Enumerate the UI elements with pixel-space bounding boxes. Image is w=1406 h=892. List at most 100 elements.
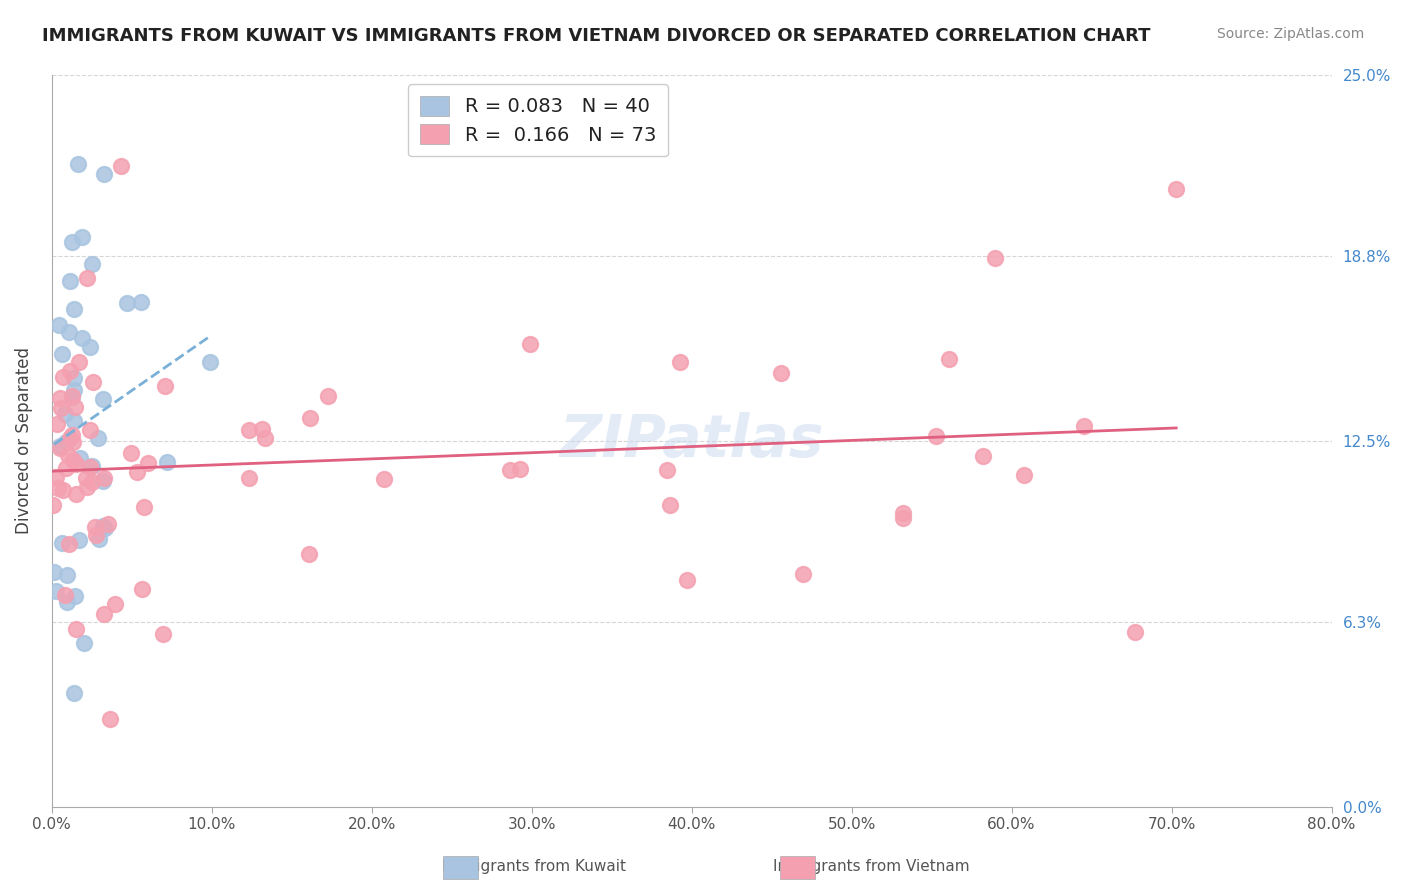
Point (46, 417, 69, 431)
Text: ZIPatlas: ZIPatlas (560, 412, 824, 469)
Point (67, 355, 90, 369)
Point (498, 463, 520, 477)
Point (134, 500, 156, 515)
Point (93, 167, 115, 181)
Point (52, 370, 75, 384)
Point (104, 597, 127, 611)
Point (67, 533, 90, 548)
Point (238, 471, 260, 485)
Point (53, 588, 76, 602)
Point (42, 498, 65, 512)
Point (75, 471, 97, 485)
Point (55, 568, 77, 582)
Text: IMMIGRANTS FROM KUWAIT VS IMMIGRANTS FROM VIETNAM DIVORCED OR SEPARATED CORRELAT: IMMIGRANTS FROM KUWAIT VS IMMIGRANTS FRO… (42, 27, 1150, 45)
Point (70, 230, 93, 244)
Point (1012, 468, 1035, 483)
Point (51, 347, 73, 361)
Point (252, 422, 274, 436)
Point (49, 401, 72, 415)
Point (63, 302, 86, 317)
Point (70, 331, 93, 345)
Point (93, 607, 115, 621)
Point (891, 506, 914, 520)
Point (136, 456, 159, 470)
Point (58, 537, 80, 551)
Point (59, 363, 82, 377)
Point (316, 389, 339, 403)
Point (198, 354, 221, 368)
Point (110, 159, 132, 173)
Point (51, 535, 73, 549)
Point (117, 295, 139, 310)
Point (48, 318, 70, 332)
Point (60, 389, 83, 403)
Point (63, 414, 86, 428)
Point (80, 459, 103, 474)
Point (73, 636, 96, 650)
Point (676, 573, 699, 587)
Point (509, 462, 531, 476)
Point (91, 475, 114, 489)
Point (52, 483, 75, 497)
Point (60, 235, 83, 249)
Point (84, 519, 107, 533)
Point (131, 582, 153, 596)
Point (93, 471, 115, 485)
Point (79, 423, 101, 437)
Point (80, 475, 103, 490)
Point (91, 392, 114, 406)
Text: Immigrants from Vietnam: Immigrants from Vietnam (773, 859, 970, 874)
Point (972, 449, 994, 463)
Point (1166, 182, 1188, 196)
Point (82, 375, 104, 389)
Point (893, 511, 915, 525)
Point (63, 589, 86, 603)
Point (792, 566, 814, 581)
Point (938, 352, 960, 367)
Point (55, 461, 77, 475)
Point (770, 366, 793, 380)
Point (84, 528, 107, 542)
Point (94, 521, 117, 535)
Point (60, 390, 83, 404)
Point (129, 294, 152, 309)
Legend: R = 0.083   N = 40, R =  0.166   N = 73: R = 0.083 N = 40, R = 0.166 N = 73 (408, 84, 668, 156)
Point (298, 547, 321, 561)
Point (120, 445, 142, 459)
Point (1073, 419, 1095, 434)
Point (658, 498, 681, 512)
Point (56, 595, 79, 609)
Point (298, 410, 321, 425)
Point (76, 480, 98, 494)
Point (59, 431, 82, 445)
Point (58, 448, 80, 462)
Point (87, 432, 110, 446)
Point (1123, 624, 1146, 639)
Point (80, 257, 103, 271)
Point (156, 455, 179, 469)
Point (125, 465, 148, 479)
Point (63, 401, 86, 415)
Point (44, 566, 66, 580)
Point (254, 431, 277, 445)
Text: Immigrants from Kuwait: Immigrants from Kuwait (443, 859, 626, 874)
Point (925, 429, 948, 443)
Point (53, 408, 76, 422)
Point (69, 450, 91, 465)
Point (48, 441, 70, 455)
Point (45, 469, 67, 483)
Point (657, 462, 679, 476)
Point (76, 271, 98, 285)
Point (153, 379, 176, 393)
Point (60, 427, 83, 442)
Point (55, 435, 77, 450)
Point (152, 626, 174, 640)
Point (519, 337, 541, 351)
Point (65, 622, 87, 636)
Point (373, 472, 395, 486)
Text: Source: ZipAtlas.com: Source: ZipAtlas.com (1216, 27, 1364, 41)
Point (89, 533, 111, 547)
Point (91, 518, 114, 533)
Point (48, 481, 70, 495)
Point (63, 383, 86, 397)
